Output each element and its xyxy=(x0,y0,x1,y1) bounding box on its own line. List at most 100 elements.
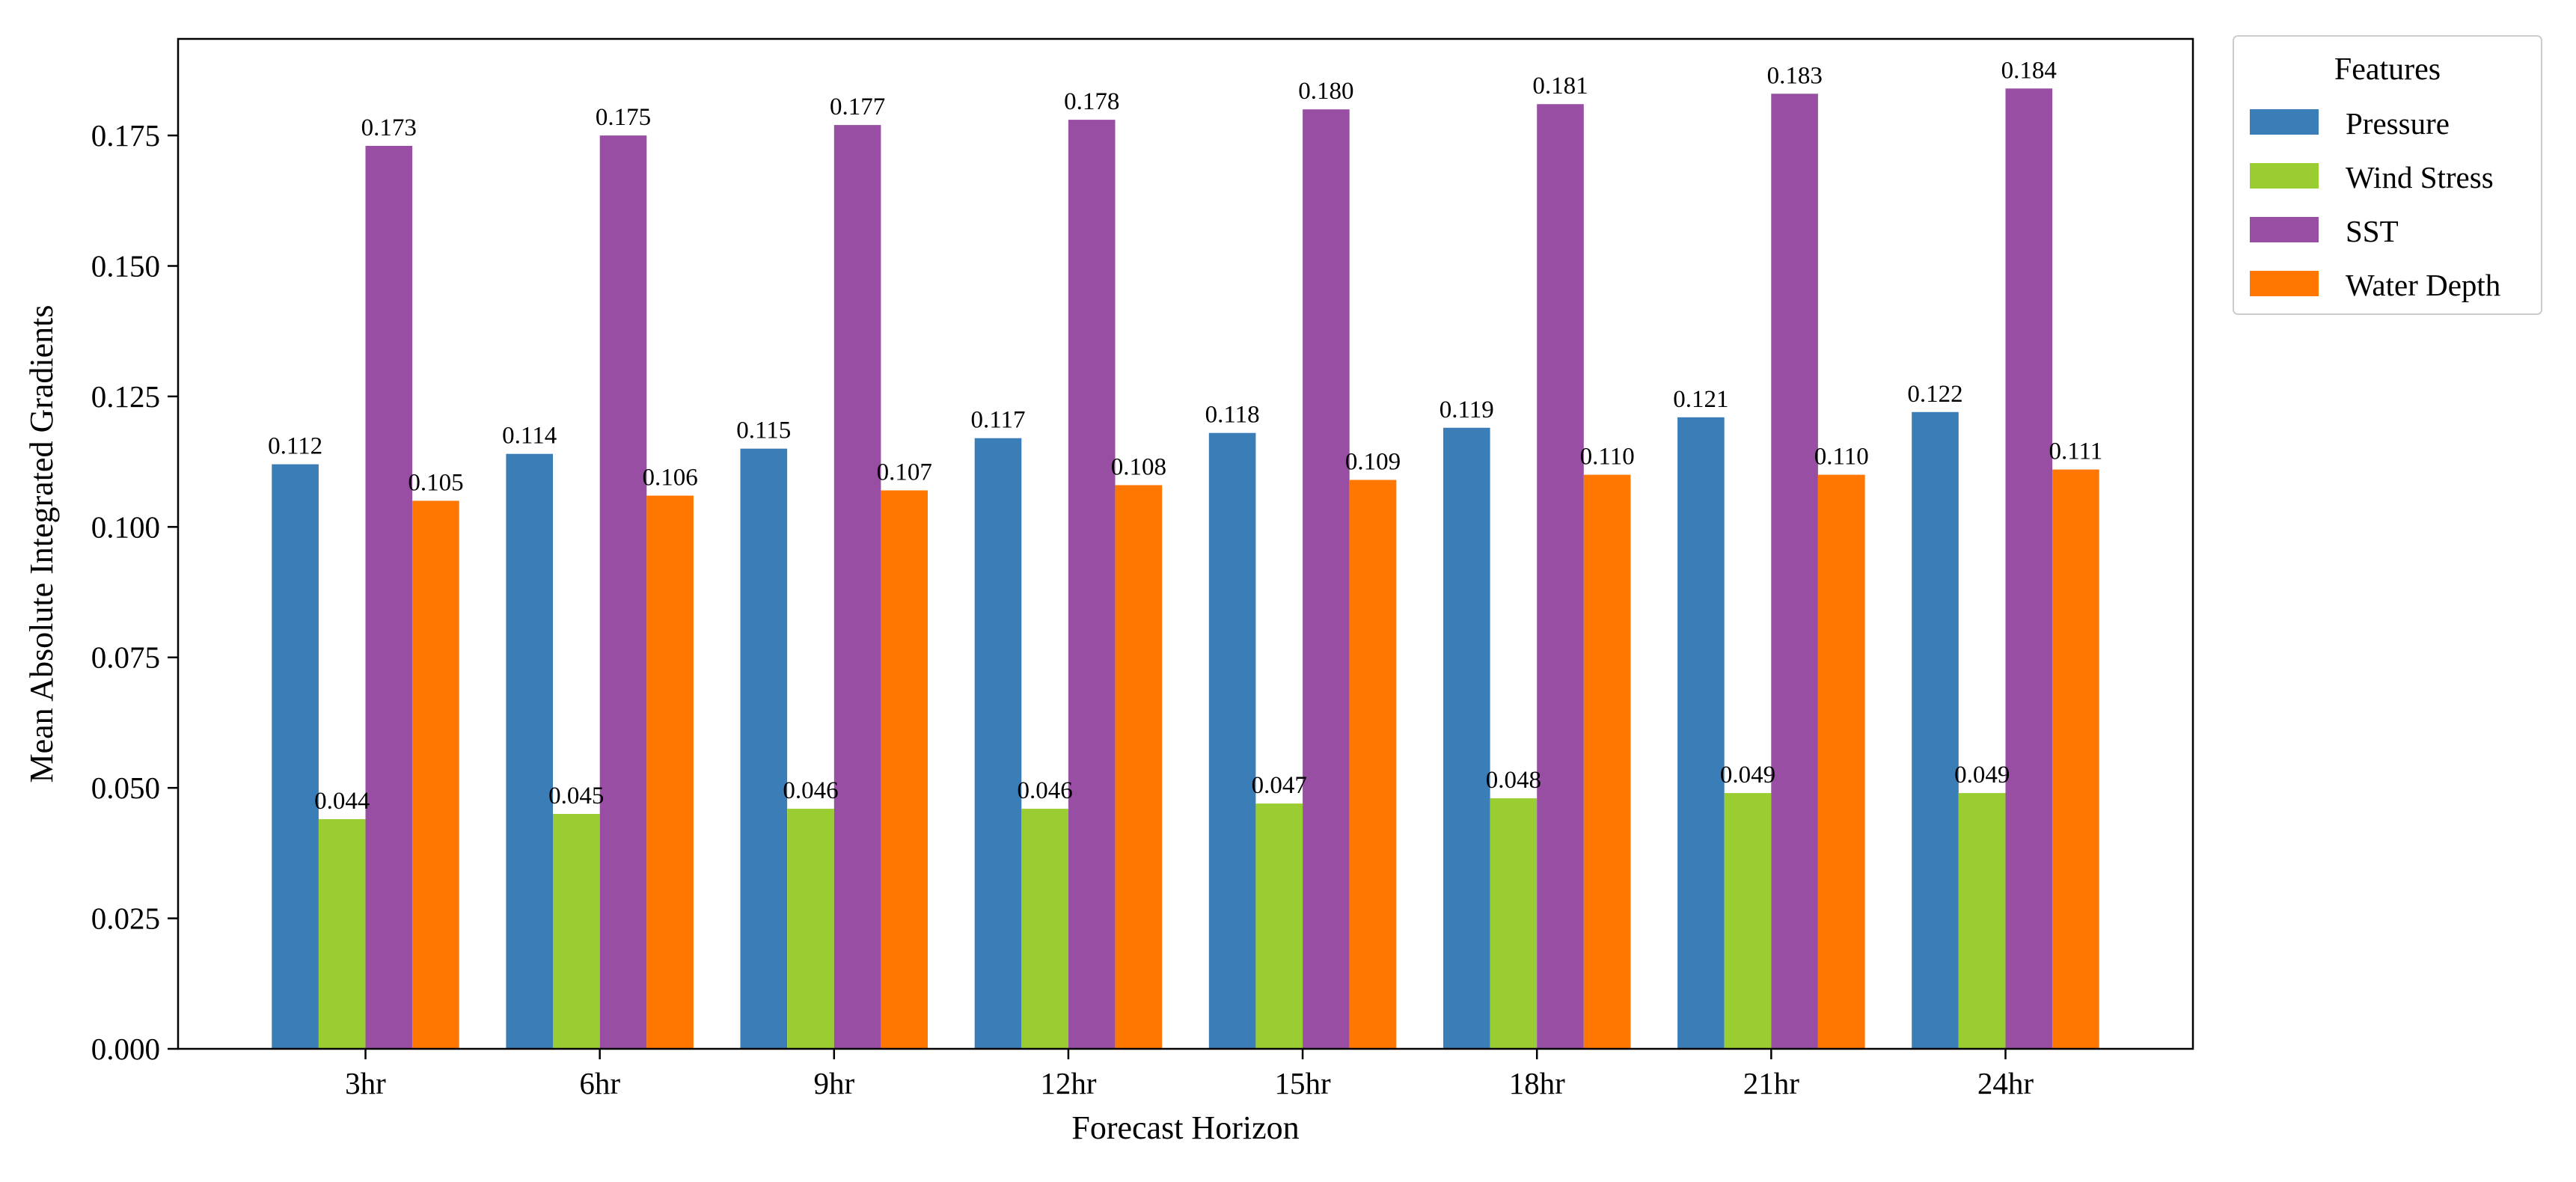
bar-label-wind-stress-9hr: 0.046 xyxy=(783,777,838,804)
bar-water-depth-6hr xyxy=(646,495,694,1049)
bar-water-depth-12hr xyxy=(1115,485,1163,1049)
plot-area-frame xyxy=(177,37,2194,1050)
legend-label-water-depth: Water Depth xyxy=(2346,268,2500,302)
bar-label-pressure-3hr: 0.112 xyxy=(268,433,322,460)
y-tick-label: 0.075 xyxy=(91,640,160,675)
legend-label-wind-stress: Wind Stress xyxy=(2346,160,2494,195)
y-tick-label: 0.175 xyxy=(91,118,160,153)
bar-sst-18hr xyxy=(1537,104,1584,1050)
bar-wind-stress-15hr xyxy=(1255,803,1303,1049)
x-tick-label: 15hr xyxy=(1274,1066,1331,1100)
bar-sst-21hr xyxy=(1771,94,1818,1049)
x-tick-label: 9hr xyxy=(813,1066,854,1100)
legend-swatch-pressure xyxy=(2250,109,2319,135)
legend-swatch-wind-stress xyxy=(2250,163,2319,189)
x-tick-label: 18hr xyxy=(1509,1066,1566,1100)
bar-sst-24hr xyxy=(2005,88,2053,1049)
x-tick-label: 21hr xyxy=(1743,1066,1800,1100)
bar-label-water-depth-18hr: 0.110 xyxy=(1580,444,1635,471)
bar-label-pressure-24hr: 0.122 xyxy=(1907,381,1962,408)
bar-label-water-depth-9hr: 0.107 xyxy=(877,459,932,486)
bar-label-sst-21hr: 0.183 xyxy=(1767,62,1823,89)
bar-wind-stress-21hr xyxy=(1724,793,1772,1049)
bar-label-pressure-21hr: 0.121 xyxy=(1673,386,1728,413)
bar-pressure-3hr xyxy=(272,464,319,1049)
y-axis: 0.000 0.025 0.050 0.075 0.100 0.125 0.150 0.175 xyxy=(91,118,178,1066)
y-tick-label: 0.050 xyxy=(91,771,160,805)
bar-pressure-9hr xyxy=(740,448,788,1049)
bar-label-sst-18hr: 0.181 xyxy=(1532,73,1588,99)
x-axis: 3hr 6hr 9hr 12hr 15hr 18hr 21hr 24hr xyxy=(345,1049,2034,1100)
x-axis-title: Forecast Horizon xyxy=(1071,1109,1299,1146)
bar-wind-stress-6hr xyxy=(553,814,600,1049)
bar-label-pressure-9hr: 0.115 xyxy=(736,417,791,444)
bar-label-wind-stress-24hr: 0.049 xyxy=(1954,762,2010,788)
bar-label-sst-24hr: 0.184 xyxy=(2001,57,2057,84)
bar-wind-stress-12hr xyxy=(1021,809,1068,1049)
bar-label-wind-stress-3hr: 0.044 xyxy=(314,788,370,815)
bar-label-sst-9hr: 0.177 xyxy=(830,94,885,120)
bar-sst-6hr xyxy=(599,135,647,1050)
bar-sst-3hr xyxy=(365,146,413,1049)
y-axis-title: Mean Absolute Integrated Gradients xyxy=(23,304,60,783)
bar-wind-stress-24hr xyxy=(1958,793,2006,1049)
bar-water-depth-3hr xyxy=(412,500,459,1049)
bar-label-sst-12hr: 0.178 xyxy=(1064,88,1119,115)
bar-pressure-18hr xyxy=(1443,427,1490,1049)
bar-sst-12hr xyxy=(1068,120,1116,1050)
bar-label-water-depth-12hr: 0.108 xyxy=(1111,454,1166,481)
bar-label-wind-stress-21hr: 0.049 xyxy=(1720,762,1775,788)
bar-label-water-depth-21hr: 0.110 xyxy=(1814,444,1869,471)
bar-label-water-depth-6hr: 0.106 xyxy=(642,465,697,492)
bar-label-water-depth-15hr: 0.109 xyxy=(1345,449,1401,476)
bar-sst-9hr xyxy=(833,125,881,1050)
bar-label-wind-stress-6hr: 0.045 xyxy=(548,783,604,809)
bar-water-depth-18hr xyxy=(1583,474,1631,1049)
bar-pressure-6hr xyxy=(506,453,553,1049)
bar-label-pressure-15hr: 0.118 xyxy=(1205,402,1260,429)
legend-label-sst: SST xyxy=(2346,214,2399,248)
legend-swatch-water-depth xyxy=(2250,271,2319,296)
legend-swatch-sst xyxy=(2250,217,2319,242)
legend-label-pressure: Pressure xyxy=(2346,106,2450,141)
bar-water-depth-21hr xyxy=(1818,474,1865,1049)
y-tick-label: 0.000 xyxy=(91,1032,160,1066)
bar-label-sst-3hr: 0.173 xyxy=(361,114,417,141)
legend-title: Features xyxy=(2334,52,2441,87)
legend-box xyxy=(2233,35,2542,315)
y-tick-label: 0.125 xyxy=(91,379,160,414)
bar-label-sst-6hr: 0.175 xyxy=(596,104,651,131)
y-tick-label: 0.100 xyxy=(91,509,160,544)
bar-value-labels-layer: 0.112 0.114 0.115 0.117 0.118 0.119 0.121 0.122… xyxy=(268,57,2102,815)
bar-wind-stress-18hr xyxy=(1490,798,1538,1049)
x-tick-label: 24hr xyxy=(1977,1066,2034,1100)
bar-label-water-depth-24hr: 0.111 xyxy=(2049,438,2102,465)
bar-wind-stress-9hr xyxy=(787,809,834,1049)
bar-sst-15hr xyxy=(1303,109,1350,1050)
y-tick-label: 0.025 xyxy=(91,901,160,936)
bar-label-wind-stress-15hr: 0.047 xyxy=(1252,772,1307,799)
bar-wind-stress-3hr xyxy=(318,819,366,1049)
bar-water-depth-15hr xyxy=(1349,480,1397,1049)
bar-pressure-24hr xyxy=(1912,411,1959,1049)
x-tick-label: 12hr xyxy=(1040,1066,1097,1100)
bar-pressure-15hr xyxy=(1208,432,1256,1049)
bar-label-wind-stress-18hr: 0.048 xyxy=(1486,767,1541,794)
bar-pressure-21hr xyxy=(1677,417,1725,1049)
bar-pressure-12hr xyxy=(974,438,1022,1049)
legend: Features Pressure Wind Stress SST Water Dep… xyxy=(2233,35,2542,315)
x-tick-label: 6hr xyxy=(579,1066,620,1100)
bar-label-pressure-18hr: 0.119 xyxy=(1440,396,1494,423)
x-tick-label: 3hr xyxy=(345,1066,386,1100)
bar-label-water-depth-3hr: 0.105 xyxy=(408,469,463,496)
bar-label-pressure-12hr: 0.117 xyxy=(970,407,1025,434)
y-tick-label: 0.150 xyxy=(91,248,160,283)
bar-water-depth-24hr xyxy=(2052,469,2099,1049)
bar-water-depth-9hr xyxy=(881,490,928,1049)
bar-label-pressure-6hr: 0.114 xyxy=(502,423,557,450)
bars-layer xyxy=(272,88,2099,1050)
bar-label-sst-15hr: 0.180 xyxy=(1298,78,1353,105)
bar-label-wind-stress-12hr: 0.046 xyxy=(1017,777,1072,804)
